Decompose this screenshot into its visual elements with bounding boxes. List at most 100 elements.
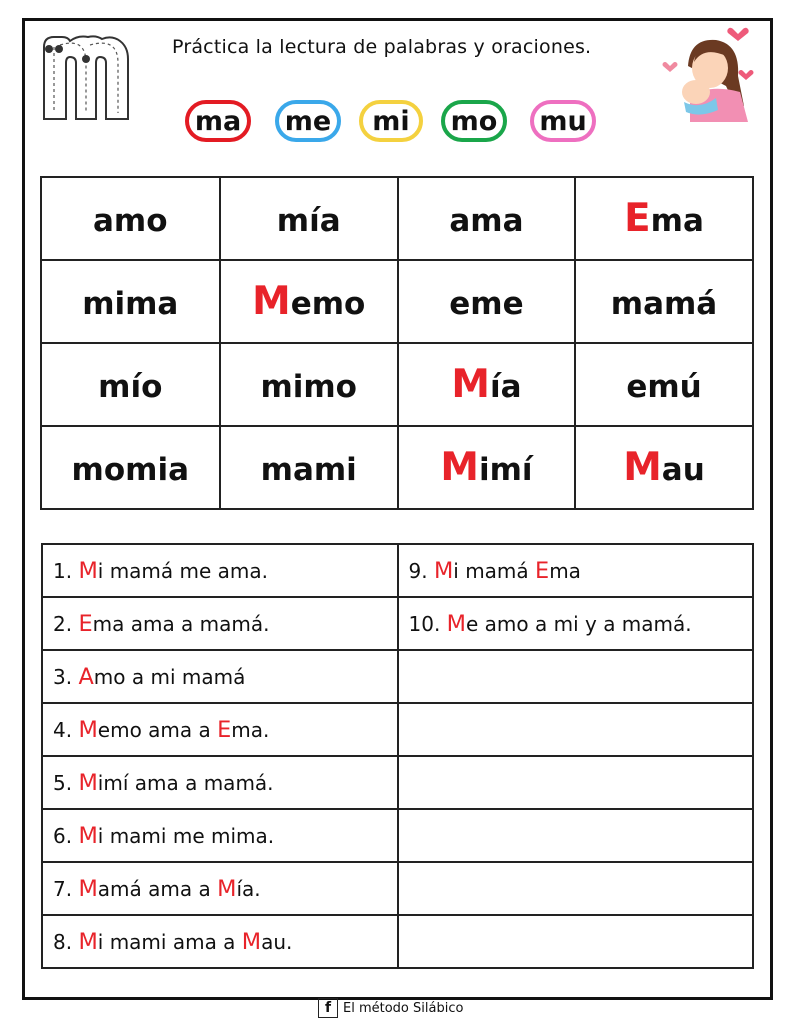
word-cell: mamá <box>574 259 754 344</box>
sentence-text: 8. <box>53 929 79 954</box>
sentence-highlight: E <box>535 557 550 584</box>
word-initial: E <box>624 196 651 241</box>
sentence-row: 4. Memo ama a Ema. <box>41 702 754 757</box>
syllable-1: me <box>275 100 341 142</box>
sentence-cell: 1. Mi mamá me ama. <box>41 543 399 598</box>
sentence-text: amá ama a <box>97 876 218 901</box>
sentence-cell <box>396 861 754 916</box>
word-grid: amo mía ama Ema mima Memo eme mamá mío mimo Mía emú… <box>40 176 754 510</box>
sentence-row: 7. Mamá ama a Mía. <box>41 861 754 916</box>
sentence-row: 1. Mi mamá me ama. 9. Mi mamá Ema <box>41 543 754 598</box>
sentence-text: au. <box>261 929 293 954</box>
sentence-text: 7. <box>53 876 79 901</box>
sentence-text: 9. <box>408 558 434 583</box>
sentence-highlight: M <box>241 928 262 955</box>
word-cell: Memo <box>218 259 399 344</box>
sentence-text: 2. <box>53 611 79 636</box>
word-text: mami <box>260 452 357 488</box>
word-text: au <box>661 452 705 488</box>
word-text: emú <box>626 369 702 405</box>
sentence-text: i mamá <box>453 558 536 583</box>
sentence-text: 3. <box>53 664 79 689</box>
word-text: ama <box>449 203 524 239</box>
sentence-text: ma. <box>231 717 270 742</box>
word-cell: Mía <box>396 342 577 427</box>
sentence-cell: 5. Mimí ama a mamá. <box>41 755 399 810</box>
word-text: eme <box>449 286 524 322</box>
sentence-highlight: M <box>433 557 454 584</box>
word-text: imí <box>478 452 533 488</box>
word-cell: ama <box>396 176 577 261</box>
sentence-cell <box>396 702 754 757</box>
word-cell: Mimí <box>396 425 577 510</box>
syllable-2: mi <box>359 100 423 142</box>
word-row: mima Memo eme mamá <box>40 259 754 344</box>
syllable-3: mo <box>441 100 507 142</box>
word-cell: mío <box>40 342 221 427</box>
sentence-highlight: M <box>78 875 98 902</box>
sentence-row: 2. Ema ama a mamá. 10. Me amo a mi y a ma… <box>41 596 754 651</box>
word-cell: emú <box>574 342 754 427</box>
sentence-row: 8. Mi mami ama a Mau. <box>41 914 754 969</box>
sentence-highlight: M <box>78 557 98 584</box>
sentence-highlight: M <box>217 875 237 902</box>
sentence-cell <box>396 755 754 810</box>
sentence-text: i mami ama a <box>97 929 242 954</box>
word-text: mamá <box>610 286 718 322</box>
word-text: mía <box>276 203 341 239</box>
sentence-cell: 2. Ema ama a mamá. <box>41 596 399 651</box>
sentence-highlight: M <box>78 928 98 955</box>
syllable-0: ma <box>185 100 251 142</box>
word-initial: M <box>623 445 662 490</box>
word-text: amo <box>93 203 168 239</box>
sentence-highlight: M <box>78 822 98 849</box>
sentence-text: emo ama a <box>97 717 218 742</box>
sentence-text: 10. <box>408 611 447 636</box>
facebook-icon: f <box>318 998 338 1018</box>
word-cell: mimo <box>218 342 399 427</box>
sentence-text: i mami me mima. <box>97 823 275 848</box>
word-row: amo mía ama Ema <box>40 176 754 261</box>
sentence-text: i mamá me ama. <box>97 558 269 583</box>
word-text: momia <box>71 452 189 488</box>
sentence-highlight: E <box>217 716 232 743</box>
sentence-text: mo a mi mamá <box>93 664 246 689</box>
sentence-highlight: A <box>78 663 94 690</box>
word-cell: Ema <box>574 176 754 261</box>
word-text: mimo <box>260 369 357 405</box>
sentence-row: 3. Amo a mi mamá <box>41 649 754 704</box>
sentence-highlight: M <box>78 716 98 743</box>
word-initial: M <box>252 279 291 324</box>
sentence-text: e amo a mi y a mamá. <box>466 611 692 636</box>
sentence-cell <box>396 808 754 863</box>
word-cell: mami <box>218 425 399 510</box>
word-cell: mía <box>218 176 399 261</box>
sentence-text: imí ama a mamá. <box>97 770 274 795</box>
sentence-text: ma ama a mamá. <box>92 611 270 636</box>
sentence-row: 5. Mimí ama a mamá. <box>41 755 754 810</box>
sentence-text: ma <box>549 558 581 583</box>
sentence-cell <box>396 649 754 704</box>
sentence-cell: 8. Mi mami ama a Mau. <box>41 914 399 969</box>
word-text: mima <box>82 286 179 322</box>
sentence-highlight: E <box>78 610 93 637</box>
sentence-text: 5. <box>53 770 79 795</box>
sentence-cell: 6. Mi mami me mima. <box>41 808 399 863</box>
sentence-cell: 7. Mamá ama a Mía. <box>41 861 399 916</box>
word-initial: M <box>440 445 479 490</box>
sentence-highlight: M <box>78 769 98 796</box>
sentence-row: 6. Mi mami me mima. <box>41 808 754 863</box>
footer: f El método Silábico <box>318 998 463 1018</box>
sentence-text: 1. <box>53 558 79 583</box>
sentence-cell: 9. Mi mamá Ema <box>396 543 754 598</box>
word-row: mío mimo Mía emú <box>40 342 754 427</box>
sentence-text: 6. <box>53 823 79 848</box>
word-text: mío <box>98 369 163 405</box>
word-text: ma <box>650 203 704 239</box>
sentence-table: 1. Mi mamá me ama. 9. Mi mamá Ema 2. Ema a… <box>41 543 754 969</box>
footer-text: El método Silábico <box>343 1000 464 1016</box>
word-text: ía <box>489 369 522 405</box>
sentence-cell: 4. Memo ama a Ema. <box>41 702 399 757</box>
word-row: momia mami Mimí Mau <box>40 425 754 510</box>
mother-holding-baby-icon <box>662 27 754 122</box>
